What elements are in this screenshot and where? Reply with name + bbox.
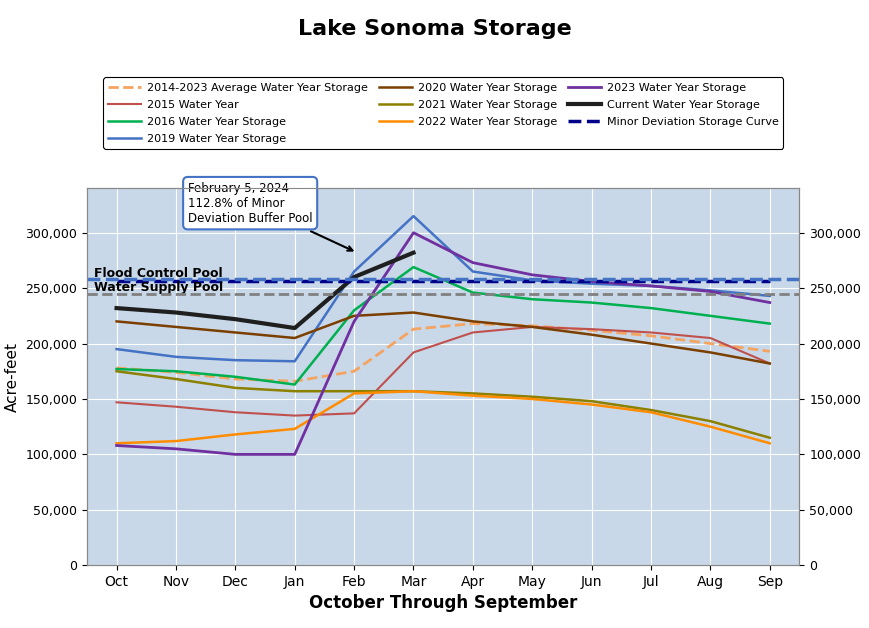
X-axis label: October Through September: October Through September: [309, 595, 577, 612]
Text: Water Supply Pool: Water Supply Pool: [94, 281, 223, 294]
Text: Flood Control Pool: Flood Control Pool: [94, 266, 222, 279]
Text: February 5, 2024
112.8% of Minor
Deviation Buffer Pool: February 5, 2024 112.8% of Minor Deviati…: [188, 181, 353, 251]
Y-axis label: Acre-feet: Acre-feet: [4, 342, 20, 412]
Legend: 2014-2023 Average Water Year Storage, 2015 Water Year, 2016 Water Year Storage, : 2014-2023 Average Water Year Storage, 20…: [103, 77, 783, 149]
Text: Lake Sonoma Storage: Lake Sonoma Storage: [297, 19, 572, 39]
